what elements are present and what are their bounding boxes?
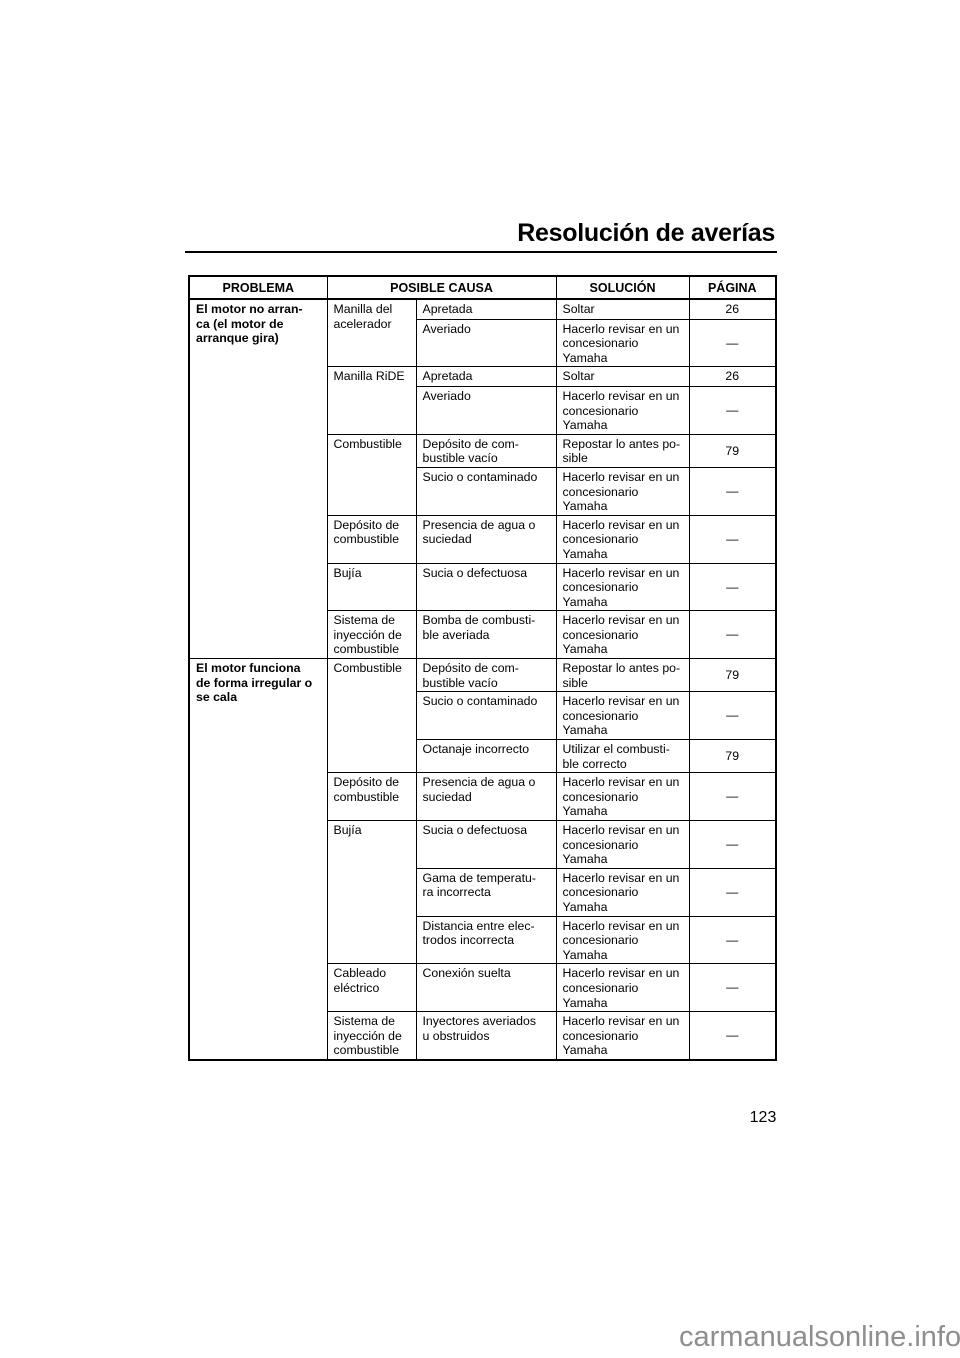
solution-cell: Repostar lo antes po- sible bbox=[555, 433, 690, 468]
table-row: Cableado eléctrico Conexión suelta Hacerlo… bbox=[189, 963, 777, 1013]
table-row: Gama de temperatu- ra incorrecta Hacerlo … bbox=[189, 867, 777, 917]
table-row: Sucio o contaminado Hacerlo revisar en un… bbox=[189, 691, 777, 741]
table-row: Depósito de combustible Presencia de agua… bbox=[189, 514, 777, 564]
problem-cell: El motor no arran- ca (el motor de arran… bbox=[188, 298, 328, 660]
component-cell: Bujía bbox=[326, 819, 417, 965]
cause-cell: Depósito de com- bustible vacío bbox=[415, 658, 557, 693]
header-solucion: SOLUCIÓN bbox=[555, 275, 690, 300]
table-row: Sucio o contaminado Hacerlo revisar en un… bbox=[189, 466, 777, 516]
solution-cell: Soltar bbox=[555, 298, 690, 320]
solution-cell: Hacerlo revisar en un concesionario Yama… bbox=[555, 772, 690, 821]
page-ref-cell: — bbox=[688, 610, 777, 660]
problem-cell: El motor funciona de forma irregular o s… bbox=[188, 658, 328, 1061]
page-ref-cell: — bbox=[688, 820, 777, 869]
solution-cell: Hacerlo revisar en un concesionario Yama… bbox=[555, 562, 690, 612]
component-cell: Manilla del acelerador bbox=[326, 298, 417, 368]
cause-cell: Bomba de combusti- ble averiada bbox=[415, 610, 557, 660]
cause-cell: Apretada bbox=[415, 366, 557, 387]
solution-cell: Hacerlo revisar en un concesionario Yama… bbox=[555, 1011, 690, 1061]
page-ref-cell: 79 bbox=[688, 739, 777, 774]
solution-cell: Hacerlo revisar en un concesionario Yama… bbox=[555, 514, 690, 564]
table-body: El motor no arran- ca (el motor de arran… bbox=[188, 298, 777, 1061]
page-title: Resolución de averías bbox=[517, 219, 775, 247]
cause-cell: Sucia o defectuosa bbox=[415, 562, 557, 612]
page-ref-cell: — bbox=[688, 514, 777, 564]
page-ref-cell: — bbox=[688, 963, 777, 1013]
table-row: Averiado Hacerlo revisar en un concesiona… bbox=[189, 318, 777, 368]
cause-cell: Gama de temperatu- ra incorrecta bbox=[415, 867, 557, 917]
watermark: carmanualsonline.info bbox=[679, 1321, 960, 1353]
header-problema: PROBLEMA bbox=[188, 275, 328, 300]
cause-cell: Averiado bbox=[415, 385, 557, 435]
solution-cell: Soltar bbox=[555, 366, 690, 387]
table-row: El motor funciona de forma irregular o s… bbox=[188, 658, 777, 1061]
solution-cell: Hacerlo revisar en un concesionario Yama… bbox=[555, 610, 690, 660]
cause-cell: Depósito de com- bustible vacío bbox=[415, 433, 557, 468]
table-row: Sistema de inyección de combustible Inyec… bbox=[189, 1011, 777, 1061]
table-row: Averiado Hacerlo revisar en un concesiona… bbox=[189, 385, 777, 435]
cause-cell: Presencia de agua o suciedad bbox=[415, 772, 557, 821]
component-cell: Cableado eléctrico bbox=[326, 963, 417, 1013]
cause-cell: Averiado bbox=[415, 318, 557, 368]
cause-cell: Sucio o contaminado bbox=[415, 691, 557, 741]
troubleshooting-table: PROBLEMA POSIBLE CAUSA SOLUCIÓN PÁGINA E… bbox=[188, 275, 778, 1061]
cause-cell: Sucio o contaminado bbox=[415, 466, 557, 516]
title-rule bbox=[185, 251, 777, 253]
page-number: 123 bbox=[749, 1109, 777, 1126]
page-ref-cell: 26 bbox=[688, 298, 777, 320]
page-ref-cell: — bbox=[688, 318, 777, 368]
component-cell: Sistema de inyección de combustible bbox=[326, 1011, 417, 1061]
table-row: Bujía Sucia o defectuosa Hacerlo revisar e… bbox=[189, 819, 777, 965]
cause-cell: Sucia o defectuosa bbox=[415, 820, 557, 869]
table-row: El motor no arran- ca (el motor de arran… bbox=[188, 298, 777, 660]
cause-cell: Distancia entre elec- trodos incorrecta bbox=[415, 915, 557, 965]
cause-cell: Inyectores averiados u obstruidos bbox=[415, 1011, 557, 1061]
component-cell: Combustible bbox=[326, 658, 417, 774]
solution-cell: Hacerlo revisar en un concesionario Yama… bbox=[555, 867, 690, 917]
page-ref-cell: — bbox=[688, 772, 777, 821]
cause-cell: Conexión suelta bbox=[415, 963, 557, 1013]
page-ref-cell: 26 bbox=[688, 366, 777, 387]
table-row: Depósito de combustible Presencia de agua… bbox=[189, 772, 777, 821]
table-row: Octanaje incorrecto Utilizar el combusti-… bbox=[189, 739, 777, 774]
page-ref-cell: — bbox=[688, 867, 777, 917]
component-cell: Depósito de combustible bbox=[326, 772, 417, 821]
table-row: Distancia entre elec- trodos incorrecta H… bbox=[189, 915, 777, 965]
header-posible-causa: POSIBLE CAUSA bbox=[326, 275, 557, 300]
table-row: Bujía Sucia o defectuosa Hacerlo revisar e… bbox=[189, 562, 777, 612]
solution-cell: Repostar lo antes po- sible bbox=[555, 658, 690, 693]
page-ref-cell: — bbox=[688, 385, 777, 435]
component-cell: Bujía bbox=[326, 562, 417, 612]
component-cell: Depósito de combustible bbox=[326, 514, 417, 564]
solution-cell: Hacerlo revisar en un concesionario Yama… bbox=[555, 915, 690, 965]
component-cell: Combustible bbox=[326, 433, 417, 516]
solution-cell: Hacerlo revisar en un concesionario Yama… bbox=[555, 318, 690, 368]
page-ref-cell: 79 bbox=[688, 658, 777, 693]
page-ref-cell: — bbox=[688, 1011, 777, 1061]
page-ref-cell: — bbox=[688, 562, 777, 612]
header-pagina: PÁGINA bbox=[688, 275, 777, 300]
solution-cell: Utilizar el combusti- ble correcto bbox=[555, 739, 690, 774]
table-row: Combustible Depósito de com- bustible vac… bbox=[189, 433, 777, 516]
page-ref-cell: — bbox=[688, 691, 777, 741]
table-row: Manilla RiDE Apretada Soltar 26 bbox=[189, 366, 777, 435]
component-cell: Sistema de inyección de combustible bbox=[326, 610, 417, 660]
table-header-row: PROBLEMA POSIBLE CAUSA SOLUCIÓN PÁGINA bbox=[188, 275, 777, 300]
solution-cell: Hacerlo revisar en un concesionario Yama… bbox=[555, 385, 690, 435]
page-ref-cell: — bbox=[688, 915, 777, 965]
solution-cell: Hacerlo revisar en un concesionario Yama… bbox=[555, 820, 690, 869]
page-ref-cell: — bbox=[688, 466, 777, 516]
component-cell: Manilla RiDE bbox=[326, 366, 417, 435]
cause-cell: Apretada bbox=[415, 298, 557, 320]
page-ref-cell: 79 bbox=[688, 433, 777, 468]
solution-cell: Hacerlo revisar en un concesionario Yama… bbox=[555, 963, 690, 1013]
solution-cell: Hacerlo revisar en un concesionario Yama… bbox=[555, 691, 690, 741]
cause-cell: Octanaje incorrecto bbox=[415, 739, 557, 774]
cause-cell: Presencia de agua o suciedad bbox=[415, 514, 557, 564]
solution-cell: Hacerlo revisar en un concesionario Yama… bbox=[555, 466, 690, 516]
